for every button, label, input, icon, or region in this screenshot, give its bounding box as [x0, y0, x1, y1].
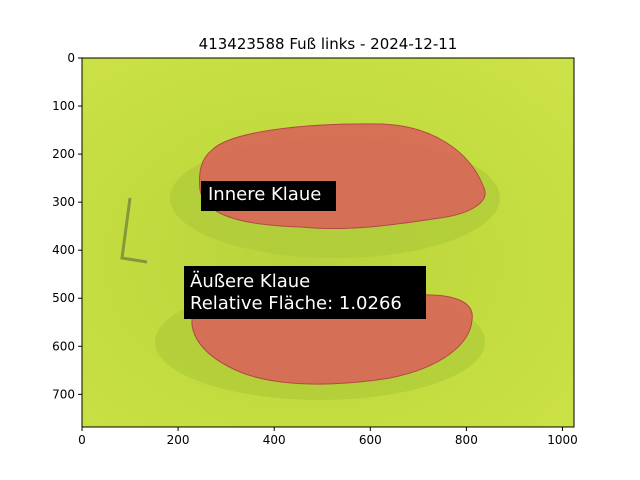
annotation-outer-box [184, 266, 426, 319]
x-tick-label: 200 [167, 433, 190, 447]
y-tick-label: 200 [52, 147, 75, 161]
x-axis: 0 200 400 600 800 1000 [78, 427, 578, 447]
inner-claw-mask [199, 123, 486, 230]
y-tick-label: 500 [52, 291, 75, 305]
x-tick-label: 600 [359, 433, 382, 447]
marker-line [120, 197, 148, 264]
annotation-inner: Innere Klaue [201, 181, 336, 211]
y-tick-label: 0 [67, 51, 75, 65]
y-tick-label: 700 [52, 387, 75, 401]
x-tick-label: 400 [263, 433, 286, 447]
x-tick-label: 800 [455, 433, 478, 447]
annotation-outer-line-2: Relative Fläche: 1.0266 [190, 293, 402, 314]
y-tick-label: 100 [52, 99, 75, 113]
axes-frame [81, 57, 575, 428]
x-tick-label: 0 [78, 433, 86, 447]
x-tick-label: 1000 [547, 433, 578, 447]
y-tick-label: 300 [52, 195, 75, 209]
y-tick-label: 600 [52, 339, 75, 353]
annotation-outer-line-1: Äußere Klaue [190, 271, 310, 292]
y-axis: 0 100 200 300 400 500 600 700 [52, 51, 82, 401]
annotation-inner-box [201, 181, 336, 211]
y-tick-label: 400 [52, 243, 75, 257]
annotation-outer: Äußere Klaue Relative Fläche: 1.0266 [184, 266, 426, 319]
chart-title: 413423588 Fuß links - 2024-12-11 [199, 35, 458, 53]
annotation-inner-label: Innere Klaue [208, 184, 321, 205]
image-axes: Innere Klaue Äußere Klaue Relative Fläch… [82, 58, 574, 427]
